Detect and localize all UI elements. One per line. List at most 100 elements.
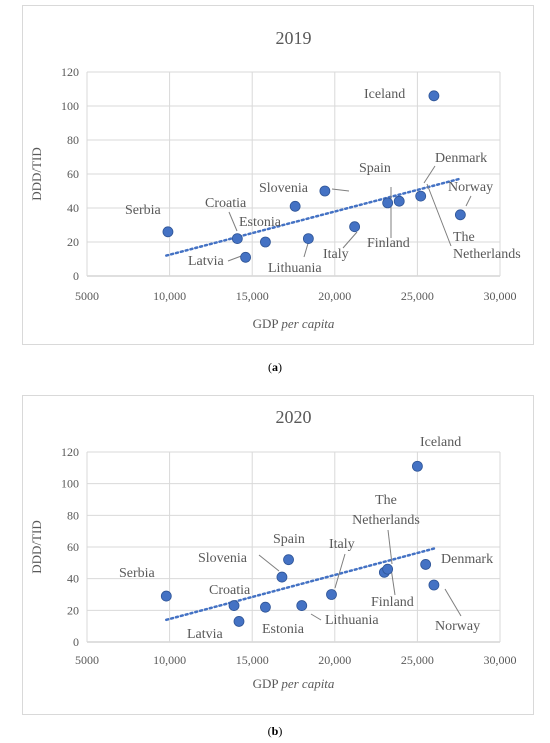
point-label-the-netherlands-line2: Netherlands xyxy=(352,513,420,528)
leader-line-slovenia xyxy=(258,554,280,572)
chart-title: 2019 xyxy=(276,28,312,48)
x-tick-label: 25,000 xyxy=(401,653,434,667)
point-slovenia xyxy=(276,571,288,583)
point-norway xyxy=(454,209,466,221)
point-norway xyxy=(428,579,440,591)
scatter-chart-2020: 2020 0 20 40 60 80 100 120 5000 10,000 15,000 20,00… xyxy=(29,407,517,691)
y-tick-label: 20 xyxy=(67,603,79,617)
caption-a: (a) xyxy=(268,360,282,374)
point-label-croatia: Croatia xyxy=(205,196,247,211)
x-axis-label-italic: per capita xyxy=(280,676,335,691)
point-label-iceland: Iceland xyxy=(364,87,405,102)
point-label-the-netherlands-line1: The xyxy=(375,493,397,508)
y-tick-label: 0 xyxy=(73,269,79,283)
x-tick-label: 15,000 xyxy=(236,289,269,303)
point-italy xyxy=(349,221,361,233)
y-tick-label: 120 xyxy=(61,65,79,79)
y-tick-label: 100 xyxy=(61,99,79,113)
point-label-spain: Spain xyxy=(273,532,305,547)
point-label-italy: Italy xyxy=(323,247,349,262)
point-italy xyxy=(326,589,337,600)
x-tick-label: 20,000 xyxy=(318,653,351,667)
point-label-latvia: Latvia xyxy=(187,627,224,642)
point-serbia xyxy=(162,226,174,238)
point-label-the-netherlands-line2: Netherlands xyxy=(453,247,521,262)
x-tick-label: 10,000 xyxy=(153,653,186,667)
point-the-netherlands xyxy=(382,563,394,575)
point-label-croatia: Croatia xyxy=(209,583,251,598)
point-label-latvia: Latvia xyxy=(188,254,225,269)
x-tick-label: 10,000 xyxy=(153,289,186,303)
x-axis-label-main: GDP xyxy=(253,316,282,331)
point-label-spain: Spain xyxy=(359,161,391,176)
x-tick-label: 20,000 xyxy=(318,289,351,303)
point-spain xyxy=(283,554,294,566)
x-tick-label: 25,000 xyxy=(401,289,434,303)
x-tick-label: 30,000 xyxy=(484,289,517,303)
point-label-italy: Italy xyxy=(329,537,355,552)
point-label-slovenia: Slovenia xyxy=(198,551,248,566)
chart-title: 2020 xyxy=(276,407,312,427)
y-tick-label: 20 xyxy=(67,235,79,249)
point-label-finland: Finland xyxy=(371,595,414,610)
point-slovenia xyxy=(289,200,301,212)
point-latvia xyxy=(233,616,245,627)
point-label-estonia: Estonia xyxy=(239,215,282,230)
chart-panel-2019: 2019 0 20 40 60 80 100 120 5000 10,000 15,000 20,00… xyxy=(22,5,534,345)
point-label-norway: Norway xyxy=(435,619,480,634)
point-lithuania xyxy=(302,233,314,245)
y-tick-label: 100 xyxy=(61,477,79,491)
point-estonia xyxy=(260,601,271,613)
x-tick-label: 15,000 xyxy=(236,653,269,667)
point-label-lithuania: Lithuania xyxy=(268,261,322,276)
leader-line-croatia xyxy=(228,211,238,232)
leader-line-norway xyxy=(465,195,472,207)
point-denmark xyxy=(420,559,432,570)
point-serbia xyxy=(160,590,172,602)
leader-line-norway xyxy=(444,588,462,617)
point-label-slovenia: Slovenia xyxy=(259,181,309,196)
point-iceland xyxy=(411,460,423,472)
y-tick-label: 0 xyxy=(73,635,79,649)
scatter-chart-2019: 2019 0 20 40 60 80 100 120 5000 10,000 15,000 20,00… xyxy=(29,28,521,331)
leader-line-italy xyxy=(342,231,358,249)
point-the-netherlands xyxy=(393,195,405,207)
point-label-norway: Norway xyxy=(448,180,493,195)
x-axis-label-italic: per capita xyxy=(280,316,335,331)
point-label-lithuania: Lithuania xyxy=(325,613,379,628)
y-tick-label: 80 xyxy=(67,133,79,147)
point-label-estonia: Estonia xyxy=(262,622,305,637)
point-label-serbia: Serbia xyxy=(119,566,156,581)
point-denmark xyxy=(415,190,427,202)
leader-line-denmark xyxy=(423,165,436,184)
point-finland xyxy=(382,197,394,209)
leader-line-the-netherlands xyxy=(426,183,452,247)
leader-line-the-netherlands xyxy=(387,529,393,565)
leader-line-spain xyxy=(331,188,350,192)
y-tick-label: 40 xyxy=(67,201,79,215)
point-label-the-netherlands-line1: The xyxy=(453,230,475,245)
trendline xyxy=(165,547,436,622)
trendline xyxy=(165,177,460,257)
y-tick-label: 40 xyxy=(67,572,79,586)
leader-line-lithuania xyxy=(310,613,322,621)
point-label-serbia: Serbia xyxy=(125,203,162,218)
y-axis-label: DDD/TID xyxy=(29,520,44,573)
y-axis-label: DDD/TID xyxy=(29,147,44,200)
x-tick-label: 5000 xyxy=(75,289,99,303)
point-label-denmark: Denmark xyxy=(441,552,493,567)
caption-b: (b) xyxy=(267,724,283,738)
x-axis-label: GDP per capita xyxy=(253,316,335,331)
point-estonia xyxy=(260,236,271,248)
point-croatia xyxy=(231,233,243,245)
point-label-denmark: Denmark xyxy=(435,151,487,166)
x-tick-label: 5000 xyxy=(75,653,99,667)
point-spain xyxy=(319,185,331,197)
point-iceland xyxy=(428,90,440,102)
point-label-iceland: Iceland xyxy=(420,435,461,450)
y-tick-label: 60 xyxy=(67,167,79,181)
point-lithuania xyxy=(296,600,308,611)
x-tick-label: 30,000 xyxy=(484,653,517,667)
y-tick-label: 120 xyxy=(61,445,79,459)
point-croatia xyxy=(228,600,240,611)
